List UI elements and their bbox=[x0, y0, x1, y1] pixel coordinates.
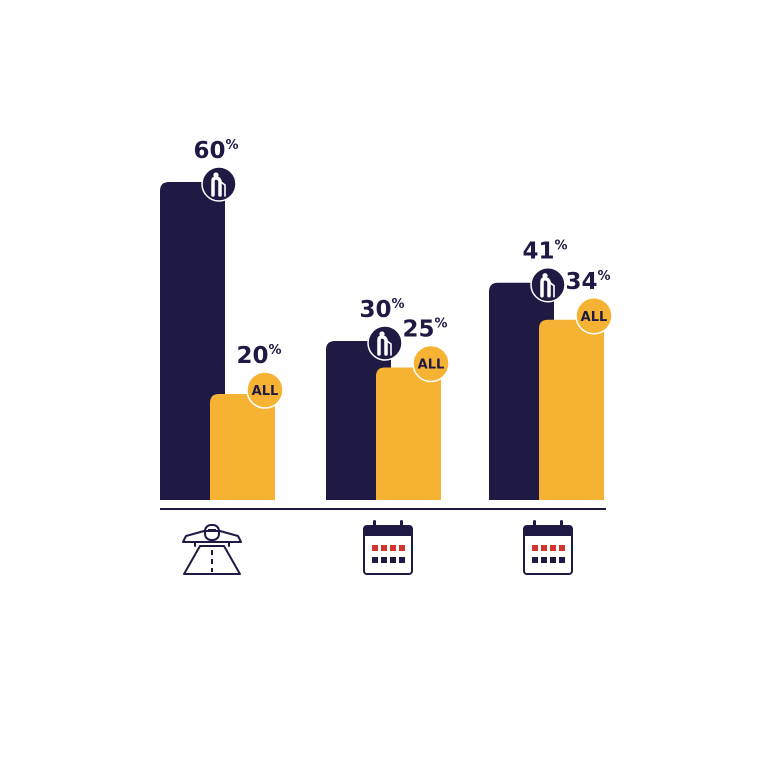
calendar-header bbox=[524, 526, 572, 536]
value-label-number: 25 bbox=[402, 317, 434, 343]
runway bbox=[183, 545, 241, 575]
bar-all bbox=[210, 394, 275, 500]
calendar-day bbox=[541, 557, 547, 563]
calendar-day bbox=[372, 545, 378, 551]
all-badge: ALL bbox=[575, 297, 613, 335]
calendar-day bbox=[532, 545, 538, 551]
calendar-day bbox=[399, 557, 405, 563]
bar-seniors bbox=[160, 182, 225, 500]
value-label-number: 41 bbox=[522, 239, 554, 265]
body bbox=[377, 335, 388, 356]
badge-circle bbox=[246, 371, 284, 409]
elderly-person-with-cane-icon bbox=[530, 266, 566, 303]
value-label-unit: % bbox=[391, 297, 404, 312]
bar-seniors bbox=[489, 282, 554, 500]
calendar-day bbox=[541, 545, 547, 551]
value-label-unit: % bbox=[225, 138, 238, 153]
value-label-seniors: 30% bbox=[359, 297, 404, 323]
calendar-day bbox=[532, 557, 538, 563]
calendar-day bbox=[381, 557, 387, 563]
cane bbox=[386, 340, 392, 356]
cane bbox=[549, 281, 555, 298]
all-badge-label: ALL bbox=[418, 358, 445, 373]
calendar-day bbox=[372, 557, 378, 563]
category-icons-layer bbox=[182, 520, 573, 575]
bar-all bbox=[539, 319, 604, 500]
calendar-day bbox=[390, 545, 396, 551]
value-label-unit: % bbox=[434, 317, 447, 332]
calendar-day bbox=[390, 557, 396, 563]
bar-all bbox=[376, 367, 441, 500]
bars-layer bbox=[160, 182, 604, 500]
value-label-seniors: 41% bbox=[522, 239, 567, 265]
airplane-runway-icon bbox=[182, 524, 242, 575]
value-label-number: 60 bbox=[193, 138, 225, 164]
airplane-fuselage bbox=[204, 524, 220, 541]
calendar-ring-right bbox=[560, 520, 563, 531]
calendar-day bbox=[381, 545, 387, 551]
calendar-day bbox=[559, 545, 565, 551]
value-label-unit: % bbox=[597, 269, 610, 284]
head bbox=[542, 273, 548, 279]
calendar-icon bbox=[363, 520, 413, 575]
value-label-unit: % bbox=[554, 239, 567, 254]
value-label-number: 30 bbox=[359, 297, 391, 323]
calendar-icon bbox=[523, 520, 573, 575]
cane bbox=[220, 181, 226, 197]
value-label-all: 25% bbox=[402, 317, 447, 343]
calendar-ring-right bbox=[400, 520, 403, 531]
badge-circle bbox=[575, 297, 613, 335]
value-label-all: 20% bbox=[236, 343, 281, 369]
body bbox=[211, 176, 222, 197]
body bbox=[540, 276, 551, 298]
calendar-ring-left bbox=[533, 520, 536, 531]
elderly-person-with-cane-icon bbox=[201, 166, 237, 202]
head bbox=[379, 331, 385, 337]
value-label-seniors: 60% bbox=[193, 138, 238, 164]
all-badge: ALL bbox=[246, 371, 284, 409]
value-label-all: 34% bbox=[565, 269, 610, 295]
value-label-unit: % bbox=[268, 343, 281, 358]
calendar-day bbox=[550, 545, 556, 551]
all-badge: ALL bbox=[412, 344, 450, 383]
bar-seniors bbox=[326, 341, 391, 500]
all-badge-label: ALL bbox=[252, 384, 279, 399]
calendar-day bbox=[399, 545, 405, 551]
all-badge-label: ALL bbox=[581, 310, 608, 325]
calendar-day bbox=[550, 557, 556, 563]
head bbox=[213, 172, 219, 178]
calendar-ring-left bbox=[373, 520, 376, 531]
value-label-number: 20 bbox=[236, 343, 268, 369]
calendar-day bbox=[559, 557, 565, 563]
calendar-header bbox=[364, 526, 412, 536]
value-label-number: 34 bbox=[565, 269, 597, 295]
badge-circle bbox=[412, 344, 450, 383]
elderly-person-with-cane-icon bbox=[367, 325, 403, 361]
